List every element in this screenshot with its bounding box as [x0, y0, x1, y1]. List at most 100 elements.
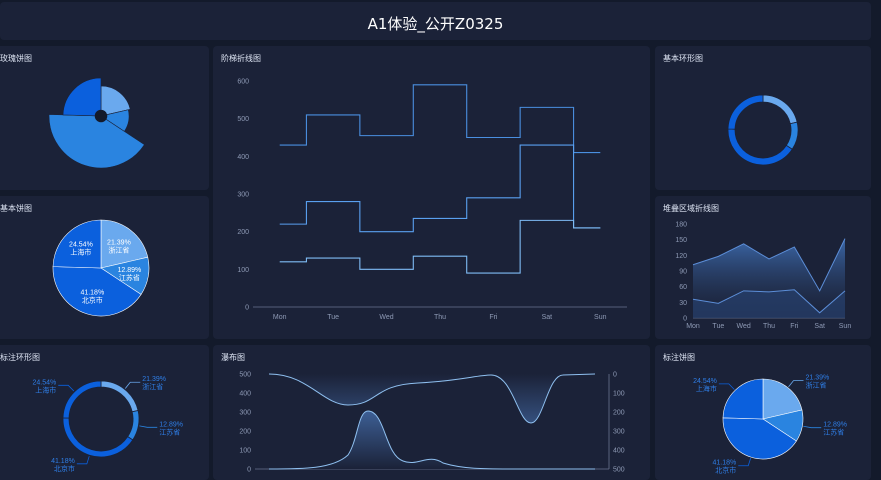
area-y-tick: 150 — [675, 237, 687, 244]
waterfall-chart: 0 100 200 300 400 500 0 100 200 300 400 500 — [239, 372, 625, 474]
dashboard-header: A1体验_公开Z0325 — [0, 2, 871, 40]
basic-pie-chart: 21.39%浙江省 12.89%江苏省 41.18%北京市 24.54%上海市 — [52, 219, 150, 317]
label-ring-chart: 21.39%浙江省 12.89%江苏省 41.18%北京市 24.54%上海市 — [32, 376, 183, 473]
step-y-tick: 600 — [237, 79, 249, 86]
waterfall-up-area — [269, 411, 595, 469]
area-x-tick: Tue — [712, 323, 724, 330]
area-y-tick: 0 — [683, 316, 687, 323]
label-pie-slice — [762, 378, 803, 420]
label-name: 北京市 — [54, 464, 75, 473]
rose-center — [95, 110, 107, 122]
pie-slice — [100, 219, 149, 269]
step-series-line — [279, 84, 601, 154]
area-x-tick: Sat — [814, 323, 825, 330]
label-leader-line — [718, 383, 735, 390]
dashboard-title: A1体验_公开Z0325 — [367, 15, 504, 33]
label-leader-line — [124, 381, 141, 389]
waterfall-y-right-tick: 0 — [613, 372, 617, 379]
label-leader-line — [139, 425, 158, 428]
step-x-tick: Fri — [489, 314, 498, 321]
area-y-tick: 180 — [675, 222, 687, 229]
pie-slice-name: 北京市 — [82, 295, 103, 304]
waterfall-y-right-tick: 100 — [613, 391, 625, 398]
label-leader-line — [803, 425, 822, 429]
waterfall-panel: 瀑布图 0 100 200 300 400 500 0 100 200 300 400 500 — [213, 345, 650, 480]
step-y-tick: 300 — [237, 192, 249, 199]
waterfall-down-line — [268, 373, 596, 424]
label-percent: 12.89% — [159, 421, 183, 428]
label-leader-line — [788, 380, 804, 388]
pie-slice-name: 上海市 — [70, 247, 91, 256]
label-percent: 12.89% — [823, 422, 847, 429]
label-percent: 24.54% — [32, 379, 56, 386]
area-series-line — [692, 289, 846, 314]
waterfall-y-left-tick: 400 — [239, 391, 251, 398]
pie-slice-percent: 41.18% — [80, 289, 104, 296]
step-x-tick: Sun — [594, 314, 607, 321]
ring-chart — [727, 94, 799, 166]
area-fill-bottom — [693, 289, 845, 318]
step-x-tick: Mon — [273, 314, 287, 321]
label-leader-line — [76, 456, 90, 465]
waterfall-y-left-tick: 0 — [247, 467, 251, 474]
label-percent: 24.54% — [693, 378, 717, 385]
pie-slice-name: 江苏省 — [119, 273, 140, 282]
step-line-panel: 阶梯折线图 0 100 200 300 400 500 600 Mon Tue Wed Thu Fri… — [213, 46, 650, 339]
step-y-tick: 0 — [245, 305, 249, 312]
pie-slice-name: 浙江省 — [108, 245, 129, 254]
label-percent: 41.18% — [51, 458, 75, 465]
label-name: 上海市 — [35, 385, 56, 394]
label-pie-title: 标注饼图 — [663, 353, 695, 362]
label-ring-slice — [127, 409, 140, 441]
area-y-tick: 30 — [679, 300, 687, 307]
area-y-tick: 120 — [675, 253, 687, 260]
label-pie-chart: 21.39%浙江省 12.89%江苏省 41.18%北京市 24.54%上海市 — [693, 375, 847, 475]
waterfall-y-left-tick: 200 — [239, 429, 251, 436]
label-name: 浙江省 — [142, 382, 163, 391]
waterfall-y-left-tick: 100 — [239, 448, 251, 455]
area-x-tick: Wed — [737, 323, 751, 330]
pie-slice-percent: 24.54% — [69, 241, 93, 248]
area-series-line — [692, 238, 846, 292]
step-x-tick: Wed — [379, 314, 393, 321]
stacked-area-chart: 0 30 60 90 120 150 180 Mon Tue Wed Thu Fri Sat Sun — [675, 222, 852, 331]
label-percent: 41.18% — [712, 460, 736, 467]
label-ring-slice — [62, 417, 134, 458]
basic-pie-panel: 基本饼图 21.39% 浙江省 12.89% 江苏省 41.18% 北京市 24.54% 上海… — [0, 196, 209, 339]
label-ring-slice — [62, 380, 102, 419]
label-leader-line — [58, 384, 75, 392]
step-y-tick: 400 — [237, 154, 249, 161]
area-x-tick: Sun — [839, 323, 852, 330]
pie-slice — [52, 266, 142, 317]
area-y-tick: 90 — [679, 269, 687, 276]
waterfall-y-right-tick: 300 — [613, 429, 625, 436]
rose-slice — [62, 77, 102, 117]
ring-slice — [762, 94, 798, 125]
ring-panel: 基本环形图 — [655, 46, 871, 190]
label-name: 江苏省 — [159, 427, 180, 436]
label-ring-slice — [100, 380, 139, 413]
waterfall-up-line — [268, 410, 595, 470]
label-name: 北京市 — [715, 466, 736, 475]
rose-slice — [48, 114, 145, 169]
area-y-tick: 60 — [679, 284, 687, 291]
label-name: 上海市 — [696, 384, 717, 393]
waterfall-y-left-tick: 300 — [239, 410, 251, 417]
label-pie-slice — [722, 378, 764, 420]
step-line-title: 阶梯折线图 — [221, 54, 261, 63]
label-name: 浙江省 — [806, 381, 827, 390]
label-leader-line — [738, 457, 752, 467]
ring-slice — [727, 128, 793, 166]
step-series-line — [279, 144, 601, 233]
rose-pie-panel: 玫瑰饼图 — [0, 46, 209, 190]
label-pie-slice — [722, 417, 797, 460]
waterfall-y-right-tick: 200 — [613, 410, 625, 417]
label-percent: 21.39% — [806, 375, 830, 382]
waterfall-down-area — [269, 374, 595, 423]
rose-pie-chart — [48, 77, 145, 169]
step-x-tick: Thu — [434, 314, 446, 321]
step-y-tick: 500 — [237, 116, 249, 123]
waterfall-y-right-tick: 400 — [613, 448, 625, 455]
step-x-tick: Tue — [327, 314, 339, 321]
label-ring-panel: 标注环形图 21.39% 浙江省 12.89% 江苏省 41.18% 北京市 24.54% 上… — [0, 345, 209, 480]
